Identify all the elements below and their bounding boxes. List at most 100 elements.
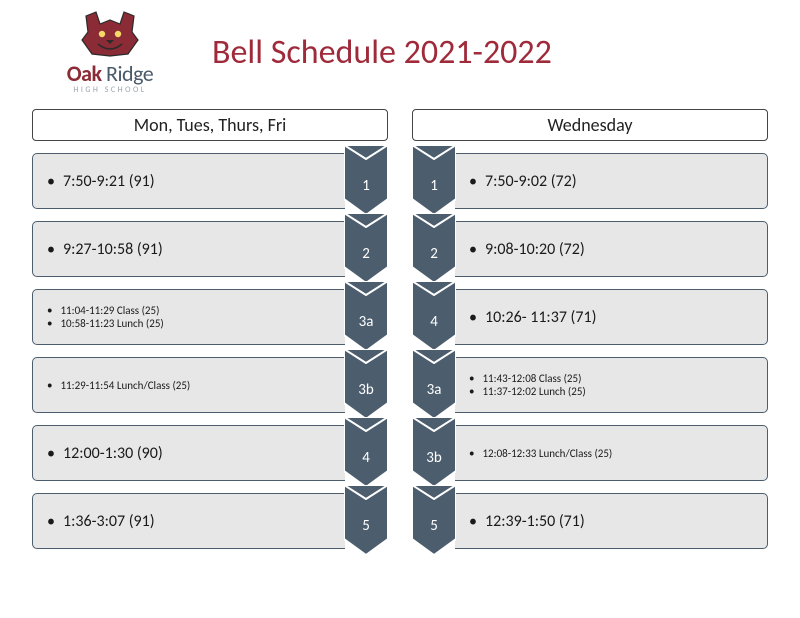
logo-oak: Oak <box>67 60 106 87</box>
period-chevron-icon: 2 <box>344 221 388 277</box>
schedule-time-text: 12:00-1:30 (90) <box>63 444 163 463</box>
schedule-line: • 12:00-1:30 (90) <box>47 444 331 463</box>
schedule-line: • 1:36-3:07 (91) <box>47 512 331 531</box>
schedule-time-text: 9:27-10:58 (91) <box>63 240 163 259</box>
period-chevron-icon: 1 <box>412 153 456 209</box>
schedule-line: • 11:29-11:54 Lunch/Class (25) <box>47 379 331 392</box>
schedule-columns: Mon, Tues, Thurs, Fri •7:50-9:21 (91) 1•… <box>0 95 800 549</box>
schedule-time-text: 1:36-3:07 (91) <box>63 512 155 531</box>
schedule-row: • 11:29-11:54 Lunch/Class (25) 3b <box>32 357 388 413</box>
schedule-line: • 12:08-12:33 Lunch/Class (25) <box>469 447 753 460</box>
schedule-line: • 11:37-12:02 Lunch (25) <box>469 385 753 398</box>
schedule-row: • 11:04-11:29 Class (25) • 10:58-11:23 Lunc… <box>32 289 388 345</box>
schedule-time-text: 10:58-11:23 Lunch (25) <box>60 317 163 330</box>
bullet-icon: • <box>47 304 52 317</box>
schedule-time-text: 10:26- 11:37 (71) <box>485 308 597 327</box>
schedule-card: • 12:39-1:50 (71) <box>455 493 768 549</box>
schedule-line: • 7:50-9:21 (91) <box>47 172 331 191</box>
period-chevron-icon: 1 <box>344 153 388 209</box>
period-chevron-icon: 5 <box>412 493 456 549</box>
period-label: 4 <box>344 449 388 467</box>
bullet-icon: • <box>469 385 474 398</box>
column-header-wednesday: Wednesday <box>412 109 768 141</box>
schedule-card: • 1:36-3:07 (91) <box>32 493 345 549</box>
schedule-card: • 9:27-10:58 (91) <box>32 221 345 277</box>
schedule-row: 2 • 9:08-10:20 (72) <box>412 221 768 277</box>
schedule-card: • 12:00-1:30 (90) <box>32 425 345 481</box>
schedule-line: • 7:50-9:02 (72) <box>469 172 753 191</box>
schedule-time-text: 7:50-9:21 (91) <box>63 172 155 191</box>
header: Oak Ridge HIGH SCHOOL Bell Schedule 2021… <box>0 0 800 95</box>
logo-text: Oak Ridge <box>67 60 153 87</box>
period-label: 1 <box>412 177 456 195</box>
bullet-icon: • <box>47 444 55 463</box>
bullet-icon: • <box>469 240 477 259</box>
schedule-time-text: 11:04-11:29 Class (25) <box>60 304 159 317</box>
period-label: 1 <box>344 177 388 195</box>
period-label: 3a <box>344 313 388 331</box>
schedule-row: • 12:00-1:30 (90) 4 <box>32 425 388 481</box>
period-label: 2 <box>412 245 456 263</box>
logo-subtitle: HIGH SCHOOL <box>73 85 146 95</box>
schedule-row: 1 • 7:50-9:02 (72) <box>412 153 768 209</box>
school-logo: Oak Ridge HIGH SCHOOL <box>40 10 180 95</box>
period-label: 3a <box>412 381 456 399</box>
schedule-card: • 11:04-11:29 Class (25) • 10:58-11:23 Lunc… <box>32 289 345 345</box>
logo-ridge: Ridge <box>106 60 153 87</box>
period-label: 5 <box>344 517 388 535</box>
schedule-time-text: 12:08-12:33 Lunch/Class (25) <box>482 447 612 460</box>
schedule-line: • 11:43-12:08 Class (25) <box>469 372 753 385</box>
column-header-regular: Mon, Tues, Thurs, Fri <box>32 109 388 141</box>
schedule-row: • 1:36-3:07 (91) 5 <box>32 493 388 549</box>
bullet-icon: • <box>469 172 477 191</box>
schedule-line: • 10:26- 11:37 (71) <box>469 308 753 327</box>
period-chevron-icon: 5 <box>344 493 388 549</box>
bullet-icon: • <box>469 308 477 327</box>
schedule-card: • 12:08-12:33 Lunch/Class (25) <box>455 425 768 481</box>
schedule-card: • 7:50-9:21 (91) <box>32 153 345 209</box>
period-chevron-icon: 2 <box>412 221 456 277</box>
period-label: 3b <box>344 381 388 399</box>
schedule-card: • 9:08-10:20 (72) <box>455 221 768 277</box>
bullet-icon: • <box>469 372 474 385</box>
schedule-time-text: 11:37-12:02 Lunch (25) <box>482 385 585 398</box>
wildcat-icon <box>78 10 142 58</box>
period-chevron-icon: 3a <box>344 289 388 345</box>
schedule-row: 3a • 11:43-12:08 Class (25) • 11:37-12:02 Lu… <box>412 357 768 413</box>
bullet-icon: • <box>47 172 55 191</box>
schedule-time-text: 12:39-1:50 (71) <box>485 512 585 531</box>
schedule-card: • 10:26- 11:37 (71) <box>455 289 768 345</box>
period-label: 3b <box>412 449 456 467</box>
period-label: 2 <box>344 245 388 263</box>
schedule-line: • 10:58-11:23 Lunch (25) <box>47 317 331 330</box>
bullet-icon: • <box>47 317 52 330</box>
bullet-icon: • <box>47 512 55 531</box>
schedule-card: • 11:43-12:08 Class (25) • 11:37-12:02 Lunc… <box>455 357 768 413</box>
period-chevron-icon: 3b <box>412 425 456 481</box>
period-chevron-icon: 4 <box>344 425 388 481</box>
period-label: 5 <box>412 517 456 535</box>
schedule-time-text: 9:08-10:20 (72) <box>485 240 585 259</box>
period-chevron-icon: 3a <box>412 357 456 413</box>
schedule-row: 5 • 12:39-1:50 (71) <box>412 493 768 549</box>
period-chevron-icon: 3b <box>344 357 388 413</box>
schedule-line: • 11:04-11:29 Class (25) <box>47 304 331 317</box>
schedule-line: • 12:39-1:50 (71) <box>469 512 753 531</box>
period-chevron-icon: 4 <box>412 289 456 345</box>
bullet-icon: • <box>47 379 52 392</box>
bullet-icon: • <box>47 240 55 259</box>
schedule-row: • 9:27-10:58 (91) 2 <box>32 221 388 277</box>
bullet-icon: • <box>469 512 477 531</box>
schedule-time-text: 11:43-12:08 Class (25) <box>482 372 581 385</box>
schedule-row: • 7:50-9:21 (91) 1 <box>32 153 388 209</box>
column-wednesday: Wednesday 1 • 7:50-9:02 (72) 2 • 9:08-10:20 … <box>412 109 768 549</box>
bullet-icon: • <box>469 447 474 460</box>
column-regular: Mon, Tues, Thurs, Fri •7:50-9:21 (91) 1•… <box>32 109 388 549</box>
schedule-line: • 9:27-10:58 (91) <box>47 240 331 259</box>
schedule-time-text: 7:50-9:02 (72) <box>485 172 577 191</box>
schedule-line: • 9:08-10:20 (72) <box>469 240 753 259</box>
schedule-card: • 11:29-11:54 Lunch/Class (25) <box>32 357 345 413</box>
schedule-time-text: 11:29-11:54 Lunch/Class (25) <box>60 379 190 392</box>
page-title: Bell Schedule 2021-2022 <box>212 32 552 73</box>
schedule-row: 3b • 12:08-12:33 Lunch/Class (25) <box>412 425 768 481</box>
